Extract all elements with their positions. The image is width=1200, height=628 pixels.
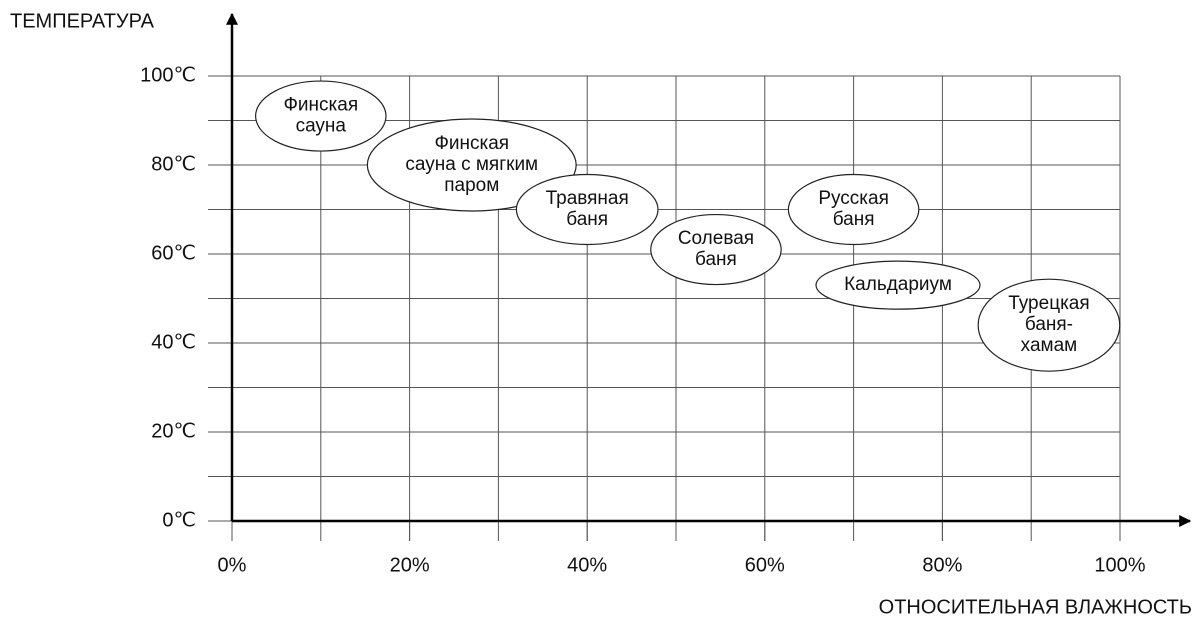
point-label: Турецкая: [1008, 293, 1089, 314]
point-label: сауна: [296, 116, 347, 137]
point-label: Финская: [434, 133, 509, 154]
point-label: Солевая: [678, 228, 754, 249]
y-tick-label: 20℃: [151, 420, 196, 442]
point-label: баня: [566, 209, 608, 230]
point-label: Травяная: [546, 188, 629, 209]
point-label: сауна с мягким: [405, 154, 538, 175]
point-ellipse: [515, 173, 659, 246]
y-axis-title: ТЕМПЕРАТУРА: [10, 10, 155, 32]
point-label: Финская: [283, 95, 358, 116]
point-label: Кальдариум: [844, 274, 952, 295]
y-tick-label: 80℃: [151, 153, 196, 175]
point-ellipse: [254, 80, 387, 152]
point-label: баня: [833, 209, 875, 230]
y-tick-label: 100℃: [140, 64, 196, 86]
point-label: баня-: [1025, 314, 1073, 335]
x-tick-label: 100%: [1094, 554, 1145, 576]
point-label: Русская: [818, 188, 889, 209]
grid: 0% 20% 40% 60% 80% 100% 0℃ 20℃ 40℃ 60℃ 80℃ 100℃: [140, 64, 1146, 576]
point-ellipse: [650, 213, 782, 286]
point-ellipse: [787, 173, 920, 246]
x-tick-label: 0%: [218, 554, 247, 576]
y-tick-label: 40℃: [151, 331, 196, 353]
point-ellipse: [366, 118, 577, 212]
point-label: паром: [444, 175, 499, 196]
point-ellipse: [977, 278, 1121, 372]
point-label: хамам: [1021, 335, 1078, 356]
y-tick-label: 0℃: [162, 509, 196, 531]
x-tick-label: 20%: [390, 554, 430, 576]
y-tick-label: 60℃: [151, 242, 196, 264]
x-axis-title: ОТНОСИТЕЛЬНАЯ ВЛАЖНОСТЬ: [879, 596, 1192, 618]
x-tick-label: 80%: [922, 554, 962, 576]
x-tick-label: 60%: [745, 554, 785, 576]
point-ellipse: [815, 260, 981, 310]
point-label: баня: [695, 249, 737, 270]
x-tick-label: 40%: [567, 554, 607, 576]
